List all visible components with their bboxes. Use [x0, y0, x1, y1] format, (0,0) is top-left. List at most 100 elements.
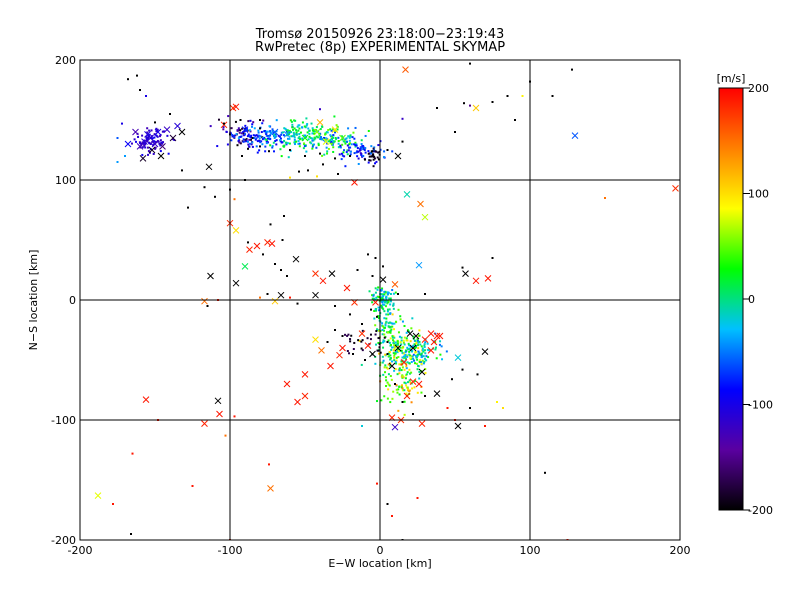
data-point-dot	[393, 369, 396, 372]
data-point-dot	[329, 128, 332, 131]
data-point-dot	[319, 152, 321, 155]
data-point-dot	[286, 137, 289, 140]
data-point-dot	[154, 141, 157, 144]
data-point-dot	[377, 337, 380, 340]
data-point-dot	[424, 293, 426, 295]
data-point-dot	[514, 119, 516, 121]
data-point-dot	[307, 169, 309, 172]
data-point-dot	[248, 145, 251, 148]
data-point-dot	[367, 150, 370, 153]
data-point-dot	[154, 146, 157, 149]
data-points	[94, 62, 679, 540]
data-point-dot	[239, 135, 242, 138]
data-point-dot	[337, 136, 340, 139]
data-point-dot	[392, 307, 395, 310]
data-point-dot	[390, 322, 393, 325]
data-point-dot	[251, 141, 254, 144]
data-point-dot	[241, 127, 244, 130]
data-point-dot	[159, 139, 162, 142]
data-point-dot	[171, 138, 174, 141]
data-point-x	[571, 132, 579, 139]
data-point-x	[421, 213, 429, 221]
data-point-x	[268, 240, 276, 247]
data-point-dot	[373, 157, 376, 160]
data-point-dot	[403, 325, 406, 328]
data-point-dot	[416, 497, 419, 499]
data-point-dot	[298, 127, 301, 130]
data-point-dot	[324, 137, 327, 140]
data-point-x	[462, 270, 469, 277]
data-point-dot	[247, 120, 250, 123]
data-point-dot	[360, 347, 363, 350]
data-point-dot	[405, 373, 408, 376]
data-point-dot	[238, 141, 241, 144]
x-tick-label: 100	[520, 544, 541, 557]
data-point-dot	[240, 132, 243, 135]
data-point-dot	[296, 125, 299, 128]
data-point-dot	[417, 350, 420, 353]
data-point-dot	[385, 297, 388, 300]
data-point-dot	[290, 131, 293, 134]
data-point-dot	[400, 336, 403, 339]
data-point-dot	[269, 223, 272, 226]
data-point-dot	[265, 132, 268, 135]
data-point-dot	[312, 130, 315, 133]
data-point-dot	[271, 146, 274, 149]
data-point-dot	[401, 351, 404, 354]
data-point-dot	[387, 300, 390, 303]
data-point-x	[391, 423, 399, 431]
data-point-dot	[406, 361, 409, 364]
data-point-dot	[261, 138, 264, 141]
data-point-x	[322, 138, 330, 145]
data-point-dot	[242, 132, 245, 135]
data-point-dot	[151, 137, 154, 140]
data-point-dot	[356, 147, 359, 150]
data-point-dot	[389, 321, 392, 324]
data-point-x	[241, 263, 249, 270]
data-point-dot	[382, 308, 385, 311]
data-point-dot	[289, 119, 292, 122]
data-point-dot	[361, 323, 363, 325]
data-point-dot	[405, 384, 408, 387]
data-point-dot	[404, 354, 407, 357]
data-point-dot	[334, 131, 337, 134]
data-point-x	[418, 368, 426, 376]
data-point-dot	[361, 148, 364, 151]
data-point-dot	[345, 137, 348, 140]
data-point-dot	[295, 133, 298, 136]
data-point-dot	[374, 333, 377, 336]
data-point-dot	[159, 144, 162, 147]
data-point-dot	[402, 355, 405, 358]
data-point-dot	[422, 362, 425, 365]
data-point-dot	[445, 350, 448, 353]
data-point-dot	[376, 328, 379, 331]
data-point-dot	[154, 147, 157, 150]
data-point-dot	[349, 313, 351, 316]
data-point-dot	[191, 485, 194, 487]
y-tick-label: -100	[51, 414, 76, 427]
data-point-dot	[422, 355, 425, 358]
data-point-dot	[293, 127, 296, 130]
data-point-dot	[386, 341, 389, 343]
data-point-dot	[361, 329, 364, 332]
data-point-dot	[317, 144, 320, 147]
data-point-dot	[167, 152, 170, 155]
data-point-dot	[408, 353, 411, 356]
data-point-x	[148, 146, 156, 154]
data-point-dot	[399, 318, 402, 321]
data-point-dot	[405, 365, 408, 368]
data-point-dot	[279, 139, 282, 142]
data-point-dot	[416, 339, 419, 342]
data-point-dot	[224, 434, 227, 437]
data-point-dot	[259, 119, 261, 121]
data-point-dot	[275, 143, 278, 146]
y-tick-label: 0	[69, 294, 76, 307]
data-point-dot	[544, 471, 546, 474]
data-point-dot	[142, 142, 145, 145]
colorbar: [m/s] 200 100 0 -100 -200	[717, 72, 773, 517]
data-point-dot	[409, 340, 412, 343]
y-axis-ticks: -200 -100 0 100 200	[51, 54, 76, 547]
data-point-x	[271, 297, 279, 305]
data-point-dot	[268, 125, 271, 128]
data-point-dot	[269, 134, 272, 137]
